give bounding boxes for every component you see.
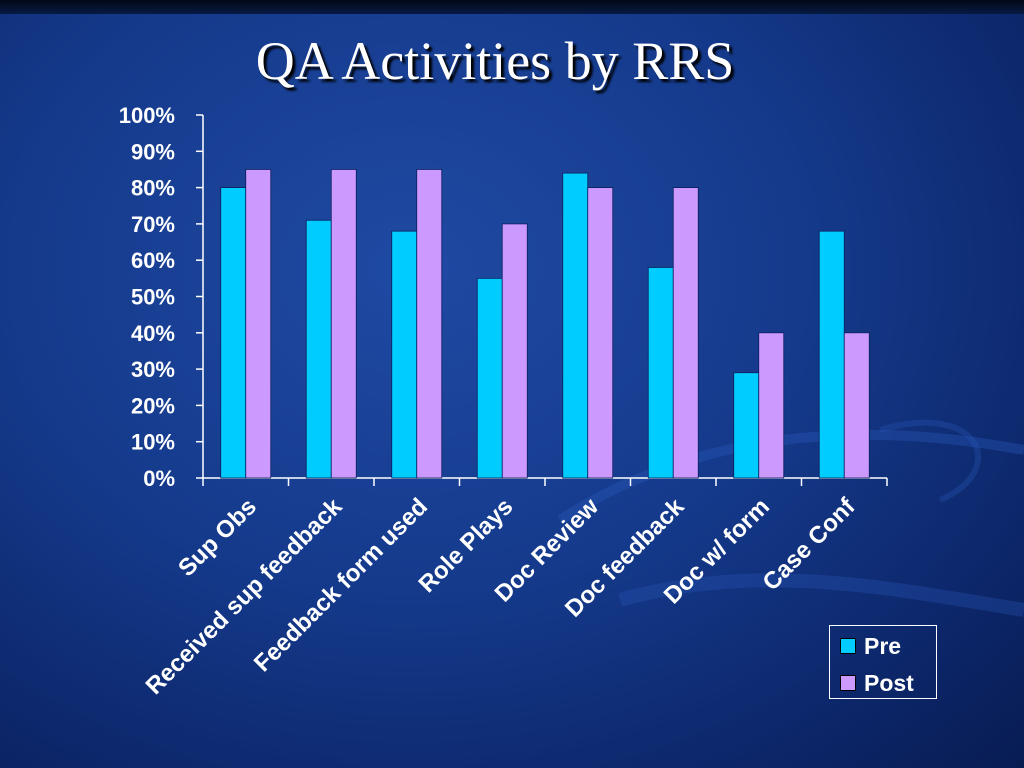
x-category-label: Sup Obs (173, 493, 262, 582)
bar-pre (220, 187, 247, 479)
bar-post (245, 169, 272, 479)
y-tick-label: 20% (131, 393, 175, 418)
y-tick-label: 40% (131, 321, 175, 346)
top-strip (0, 0, 1024, 14)
legend-item-pre: Pre (840, 633, 901, 659)
bar-pre (733, 372, 760, 479)
y-tick-label: 80% (131, 176, 175, 201)
y-tick-label: 0% (143, 466, 175, 491)
x-category-label: Feedback form used (249, 493, 433, 677)
y-tick-label: 70% (131, 212, 175, 237)
y-tick-label: 100% (119, 103, 175, 128)
legend-label-post: Post (864, 669, 914, 696)
y-tick-label: 60% (131, 248, 175, 273)
x-category-label: Case Conf (757, 492, 861, 596)
bar-pre (391, 230, 418, 479)
legend-swatch-pre (840, 638, 856, 654)
bar-pre (476, 277, 503, 479)
legend-item-post: Post (840, 670, 914, 696)
slide-title: QA Activities by RRS (255, 31, 735, 91)
y-tick-label: 50% (131, 285, 175, 310)
bar-pre (818, 230, 845, 479)
bar-post (758, 332, 785, 479)
bar-post (843, 332, 870, 479)
bar-pre (305, 219, 332, 479)
bar-post (587, 187, 614, 479)
bar-pre (647, 267, 674, 479)
bar-post (416, 169, 443, 479)
y-tick-label: 90% (131, 139, 175, 164)
legend-swatch-post (840, 675, 856, 691)
chart-legend: Pre Post (829, 625, 937, 699)
bar-post (672, 187, 699, 479)
bar-pre (562, 172, 589, 479)
y-tick-label: 30% (131, 357, 175, 382)
legend-label-pre: Pre (864, 632, 902, 659)
y-tick-label: 10% (131, 430, 175, 455)
bar-post (330, 169, 357, 479)
bar-post (501, 223, 528, 479)
